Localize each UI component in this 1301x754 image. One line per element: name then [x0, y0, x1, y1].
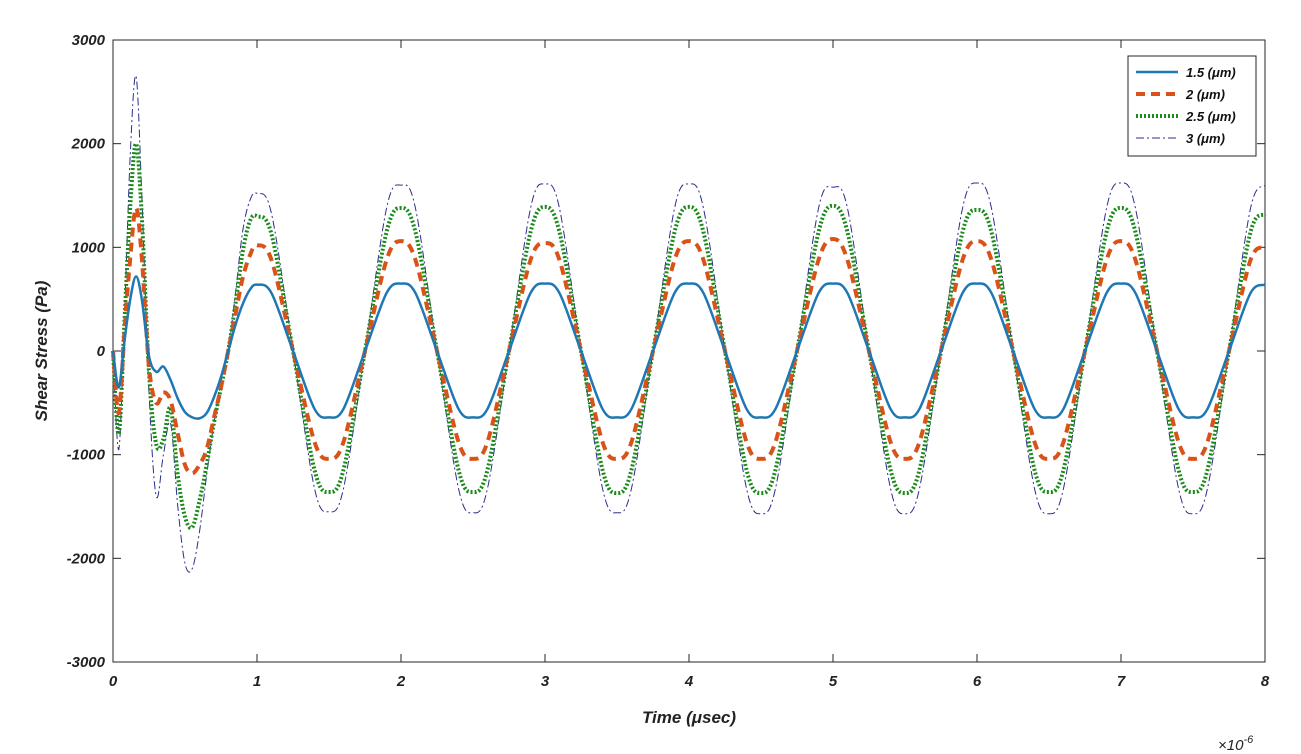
legend-label-2: 2.5 (μm) [1185, 109, 1236, 124]
x-multiplier-label: ×10-6 [1218, 734, 1254, 754]
x-multiplier-base: ×10 [1218, 737, 1244, 754]
y-tick-label-4: -1000 [67, 447, 106, 464]
series-line-0 [111, 275, 1266, 420]
x-tick-label-0: 0 [109, 673, 118, 690]
x-tick-label-6: 6 [973, 673, 982, 690]
series-line-2 [111, 141, 1267, 530]
x-tick-label-1: 1 [253, 673, 261, 690]
y-tick-label-5: -2000 [67, 550, 106, 567]
axis-ticks: 0 1 2 3 4 5 6 7 8 3000 2000 1000 0 -1000 -2000 -3000 [67, 32, 1270, 690]
y-tick-label-6: -3000 [67, 654, 106, 671]
legend-label-1: 2 (μm) [1185, 87, 1225, 102]
y-tick-label-0: 3000 [72, 32, 106, 49]
x-tick-label-8: 8 [1261, 673, 1270, 690]
x-tick-label-5: 5 [829, 673, 838, 690]
x-axis-label: Time (μsec) [642, 708, 736, 727]
x-tick-label-7: 7 [1117, 673, 1126, 690]
y-tick-label-1: 2000 [71, 136, 106, 153]
y-axis-label: Shear Stress (Pa) [32, 280, 51, 421]
y-tick-label-3: 0 [97, 343, 106, 360]
x-tick-label-2: 2 [396, 673, 406, 690]
legend: 1.5 (μm) 2 (μm) 2.5 (μm) 3 (μm) [1127, 55, 1257, 157]
y-tick-label-2: 1000 [72, 239, 106, 256]
legend-label-0: 1.5 (μm) [1186, 65, 1236, 80]
legend-label-3: 3 (μm) [1186, 131, 1225, 146]
x-tick-label-4: 4 [684, 673, 694, 690]
plot-frame [112, 39, 1266, 663]
x-tick-label-3: 3 [541, 673, 550, 690]
series-lines [111, 75, 1267, 573]
x-multiplier-exponent: -6 [1243, 734, 1254, 746]
